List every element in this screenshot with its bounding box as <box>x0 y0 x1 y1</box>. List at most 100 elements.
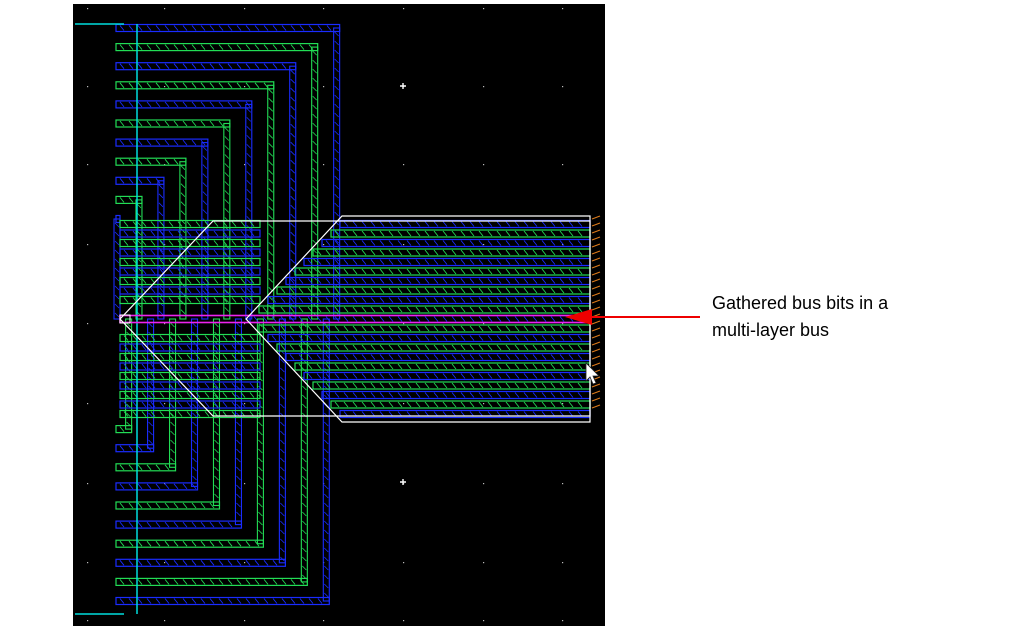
pin-tick <box>591 285 601 290</box>
pin-tick <box>591 390 601 395</box>
blue-trace-hatch <box>119 101 251 108</box>
inner-strap-hatch <box>123 401 255 408</box>
inner-strap-hatch <box>123 287 255 294</box>
bus-wires <box>75 23 591 615</box>
blue-via-column-hatch <box>158 184 164 316</box>
grid-dot <box>562 403 564 405</box>
inner-strap-hatch <box>123 259 255 265</box>
grid-dot <box>87 244 89 246</box>
grid-dot <box>403 244 405 246</box>
pin-tick <box>591 215 601 220</box>
grid-cross-marker <box>400 479 406 485</box>
inner-strap-hatch <box>123 363 255 370</box>
grid-dot <box>562 244 564 246</box>
grid-dot <box>323 86 325 88</box>
bus-green-strap <box>258 305 591 314</box>
bus-green-strap-hatch <box>298 268 583 275</box>
green-via-column-hatch <box>312 50 317 317</box>
green-trace-hatch <box>119 464 170 471</box>
grid-dot <box>562 483 564 485</box>
blue-via-column <box>278 318 286 564</box>
pin-tick <box>591 327 601 332</box>
bus-green-strap-hatch <box>280 287 583 294</box>
grid-dot <box>164 483 166 485</box>
pin-tick <box>591 236 601 241</box>
grid-dot <box>403 620 405 622</box>
green-via-column <box>256 318 264 545</box>
grid-dot <box>244 620 246 622</box>
inner-strap-hatch <box>123 249 255 256</box>
blue-trace-hatch <box>119 598 323 604</box>
bus-blue-strap-hatch <box>271 335 583 341</box>
blue-via-column <box>234 318 242 526</box>
grid-dot <box>483 403 485 405</box>
grid-dot <box>244 562 246 564</box>
grid-dot <box>87 86 89 88</box>
green-via-column-hatch <box>224 127 230 312</box>
pin-tick <box>591 222 601 227</box>
grid-dot <box>483 483 485 485</box>
bus-blue-strap-hatch <box>307 373 583 379</box>
grid-dot <box>562 323 564 325</box>
pin-tick <box>591 257 601 262</box>
green-via-column <box>179 161 187 320</box>
bus-green-strap <box>258 324 591 333</box>
blue-via-column-hatch <box>114 222 120 318</box>
inner-strap-hatch <box>123 278 255 284</box>
inner-strap <box>119 276 261 286</box>
grid-dot <box>244 403 246 405</box>
bus-blue-strap-hatch <box>325 392 583 398</box>
inner-strap-hatch <box>123 230 255 237</box>
bus-blue-strap-hatch <box>307 259 583 265</box>
inner-strap <box>119 257 261 267</box>
bus-green-strap-hatch <box>262 306 583 313</box>
blue-trace-hatch <box>119 25 332 31</box>
grid-dot <box>244 8 246 10</box>
blue-trace-hatch <box>119 445 152 451</box>
blue-via-column <box>190 318 199 487</box>
inner-strap-hatch <box>123 297 255 303</box>
grid-dot <box>403 323 405 325</box>
blue-trace-hatch <box>119 560 278 566</box>
green-trace-hatch <box>119 502 215 509</box>
inner-strap <box>119 229 261 238</box>
inner-strap <box>119 381 261 390</box>
green-trace-hatch <box>119 82 269 89</box>
pin-tick <box>591 306 601 311</box>
inner-strap-hatch <box>123 411 255 417</box>
pin-tick <box>591 292 601 297</box>
grid-dot <box>483 562 485 564</box>
blue-trace-hatch <box>119 139 206 146</box>
green-via-column <box>125 318 133 430</box>
inner-strap <box>119 286 261 295</box>
pin-tick <box>591 271 601 276</box>
grid-dot <box>562 620 564 622</box>
blue-trace <box>115 62 297 71</box>
green-via-column <box>311 46 319 320</box>
green-via-column-hatch <box>268 89 274 310</box>
pin-markers <box>591 215 601 409</box>
grid-dot <box>87 323 89 325</box>
inner-strap <box>119 352 261 362</box>
pin-tick <box>591 355 601 360</box>
grid-dot <box>164 620 166 622</box>
grid-dot <box>403 403 405 405</box>
annotation-line-2: multi-layer bus <box>712 320 830 340</box>
blue-trace-hatch <box>119 178 161 184</box>
bus-blue-strap-hatch <box>271 297 583 303</box>
grid-dot <box>403 8 405 10</box>
blue-via-column-hatch <box>334 31 339 316</box>
blue-trace-hatch <box>119 63 287 69</box>
green-via-column <box>267 84 275 320</box>
inner-strap <box>119 371 261 381</box>
grid-dot <box>483 244 485 246</box>
blue-via-column-hatch <box>236 322 241 517</box>
grid-dot <box>164 562 166 564</box>
inner-strap <box>119 267 261 276</box>
inner-strap-hatch <box>123 268 255 275</box>
blue-via-column-hatch <box>246 108 252 311</box>
bus-blue-strap-hatch <box>253 316 583 322</box>
inner-strap-hatch <box>123 373 255 379</box>
green-trace-hatch <box>119 120 224 127</box>
